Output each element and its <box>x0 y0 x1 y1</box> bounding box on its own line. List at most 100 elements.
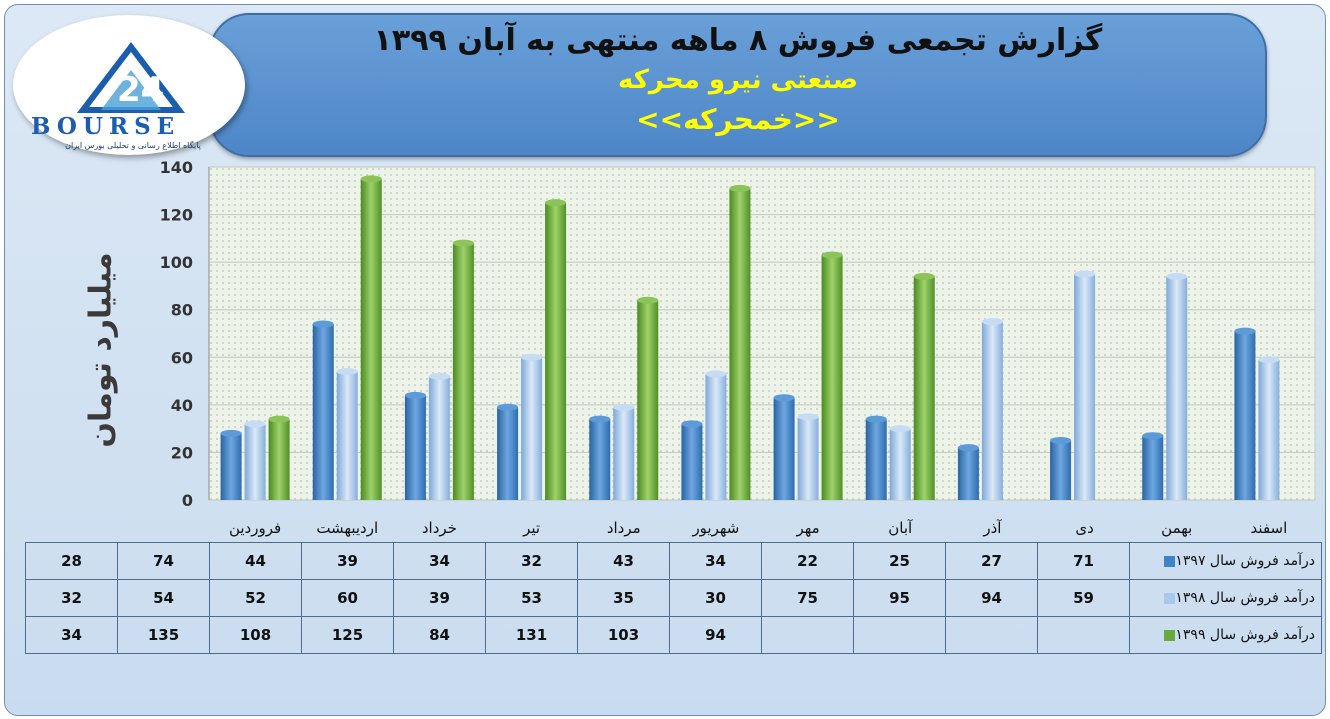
table-cell: 52 <box>209 579 302 617</box>
ticker-symbol: <<خمحرکه>> <box>636 103 840 136</box>
table-cell: 135 <box>117 616 210 654</box>
bourse24-logo: 24 BOURSE پایگاه اطلاع رسانی و تحلیلی بو… <box>13 15 245 155</box>
table-row: درآمد فروش سال ۱۳۹۹ 94 103 131 84 125 108 135 34 <box>25 616 1322 654</box>
table-cell: 54 <box>117 579 210 617</box>
bar-chart: 0 20 40 60 80 100 120 140 فروردین اردیبهشت خرداد ت… <box>160 158 1316 537</box>
table-cell: 22 <box>761 542 854 580</box>
y-tick-label: 60 <box>171 348 193 367</box>
legend-entry: درآمد فروش سال ۱۳۹۷ <box>1129 542 1322 580</box>
y-tick-label: 120 <box>160 206 193 225</box>
table-cell: 94 <box>669 616 762 654</box>
x-tick-label: اردیبهشت <box>316 519 378 537</box>
bar <box>404 391 426 500</box>
chart-frame: گزارش تجمعی فروش ۸ ماهه منتهی به آبان ۱۳… <box>4 4 1326 716</box>
table-cell: 103 <box>577 616 670 654</box>
title-banner: گزارش تجمعی فروش ۸ ماهه منتهی به آبان ۱۳… <box>209 13 1267 157</box>
table-cell: 75 <box>761 579 854 617</box>
table-cell: 34 <box>393 542 486 580</box>
table-cell: 39 <box>393 579 486 617</box>
bar <box>957 444 979 500</box>
bar <box>428 372 450 500</box>
bar <box>889 425 911 500</box>
bar <box>312 320 334 500</box>
table-cell <box>1037 616 1130 654</box>
table-cell: 35 <box>577 579 670 617</box>
table-cell: 43 <box>577 542 670 580</box>
x-tick-label: خرداد <box>422 519 457 537</box>
report-title: گزارش تجمعی فروش ۸ ماهه منتهی به آبان ۱۳… <box>373 23 1103 58</box>
table-cell: 32 <box>485 542 578 580</box>
y-tick-label: 20 <box>171 443 193 462</box>
legend-entry: درآمد فروش سال ۱۳۹۹ <box>1129 616 1322 654</box>
legend-swatch <box>1164 629 1176 641</box>
y-tick-label: 140 <box>160 158 193 177</box>
table-row: درآمد فروش سال ۱۳۹۷ 71 27 25 22 34 43 32 34 39 44 7… <box>25 542 1322 580</box>
table-cell: 25 <box>853 542 946 580</box>
table-cell: 74 <box>117 542 210 580</box>
table-cell: 30 <box>669 579 762 617</box>
table-cell: 95 <box>853 579 946 617</box>
table-cell: 53 <box>485 579 578 617</box>
bar <box>1234 327 1256 500</box>
x-tick-label: شهریور <box>691 519 739 537</box>
table-cell: 34 <box>25 616 118 654</box>
table-cell: 94 <box>945 579 1038 617</box>
table-cell: 125 <box>301 616 394 654</box>
table-cell: 108 <box>209 616 302 654</box>
table-cell <box>945 616 1038 654</box>
logo-subtitle: پایگاه اطلاع رسانی و تحلیلی بورس ایران <box>65 141 201 150</box>
table-cell: 44 <box>209 542 302 580</box>
y-tick-label: 40 <box>171 396 193 415</box>
x-tick-label: مرداد <box>607 519 641 537</box>
bar <box>681 420 703 500</box>
table-cell: 27 <box>945 542 1038 580</box>
table-cell <box>853 616 946 654</box>
table-cell: 84 <box>393 616 486 654</box>
bar <box>1166 272 1188 500</box>
bar <box>521 353 543 500</box>
logo-mark-icon: 24 <box>76 42 186 113</box>
table-cell: 60 <box>301 579 394 617</box>
logo-text: BOURSE <box>31 113 181 140</box>
plot-area <box>208 166 1316 501</box>
bar <box>268 415 290 500</box>
series-name: درآمد فروش سال ۱۳۹۸ <box>1175 590 1315 606</box>
table-cell <box>761 616 854 654</box>
x-tick-label: تیر <box>522 519 540 537</box>
bar <box>589 415 611 500</box>
table-row: درآمد فروش سال ۱۳۹۸ 59 94 95 75 30 35 53 39 60 52 5… <box>25 579 1322 617</box>
logo-number: 24 <box>117 70 164 110</box>
bar <box>773 394 795 500</box>
x-tick-label: دی <box>1075 519 1093 537</box>
x-tick-label: آذر <box>982 519 1002 537</box>
bar <box>797 413 819 500</box>
y-tick-label: 0 <box>182 491 193 510</box>
series-name: درآمد فروش سال ۱۳۹۷ <box>1175 553 1315 569</box>
bar <box>1258 356 1280 500</box>
series-name: درآمد فروش سال ۱۳۹۹ <box>1175 627 1315 643</box>
bar <box>452 239 474 500</box>
bar <box>1142 432 1164 500</box>
table-cell: 32 <box>25 579 118 617</box>
bar <box>336 368 358 500</box>
x-tick-label: فروردین <box>229 519 281 537</box>
legend-swatch <box>1164 555 1176 567</box>
bar <box>637 296 659 500</box>
company-name: صنعتی نیرو محرکه <box>617 65 859 95</box>
bar <box>1050 437 1072 500</box>
x-tick-label: مهر <box>795 519 819 537</box>
bar <box>865 415 887 500</box>
bar <box>1074 270 1096 500</box>
bar <box>497 403 519 500</box>
bar <box>705 370 727 500</box>
bar <box>729 184 751 500</box>
table-cell: 28 <box>25 542 118 580</box>
y-tick-label: 100 <box>160 253 193 272</box>
bar <box>613 403 635 500</box>
bar <box>360 175 382 500</box>
legend-swatch <box>1164 592 1176 604</box>
table-cell: 39 <box>301 542 394 580</box>
table-cell: 71 <box>1037 542 1130 580</box>
x-tick-label: آبان <box>888 519 913 537</box>
bar <box>821 251 843 500</box>
